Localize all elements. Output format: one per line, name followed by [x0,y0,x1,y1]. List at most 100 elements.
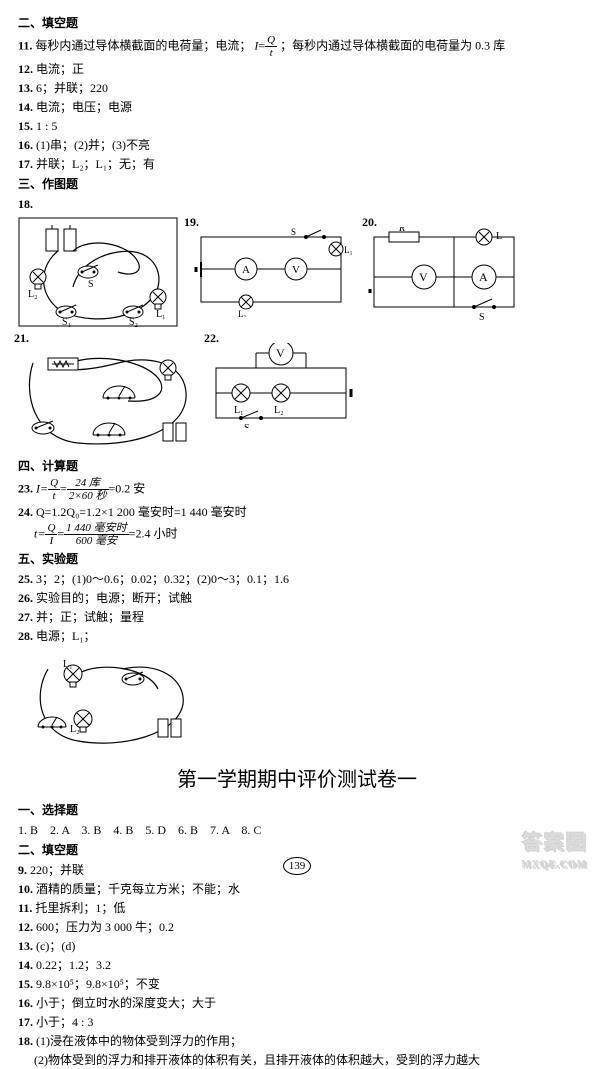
b18-num: 18. [18,1034,33,1048]
q12-text: 电流；正 [36,62,84,76]
b16-text: 小于；倒立时水的深度变大；大于 [36,996,216,1010]
svg-text:V: V [292,264,300,276]
fig-19: 19. S L₁ A V L₂ [186,217,356,317]
q17-text: 并联；L₂；L₁；无；有 [36,157,155,171]
b13-num: 13. [18,939,33,953]
q16: 16. (1)串；(2)并；(3)不亮 [18,136,576,154]
q25-num: 25. [18,572,33,586]
fig-18: S S₁ S₂ L₂ L₁ [18,217,178,327]
q12-num: 12. [18,62,33,76]
page-number: 139 [283,857,311,875]
svg-text:V: V [419,270,428,284]
fig-22: 22. V L₁ L₂ S [206,331,356,428]
midterm-title: 第一学期期中评价测试卷一 [18,765,576,795]
svg-text:L₂: L₂ [28,289,38,300]
b12-text: 600；压力为 3 000 牛；0.2 [36,920,174,934]
q15-text: 1 : 5 [36,119,57,133]
b14-text: 0.22；1.2；3.2 [36,958,111,972]
q15: 15. 1 : 5 [18,117,576,135]
q25-text: 3；2；(1)0～0.6；0.02；0.32；(2)0～3；0.1；1.6 [36,572,289,586]
b14: 14. 0.22；1.2；3.2 [18,956,576,974]
q19-num: 19. [184,213,199,231]
svg-text:S: S [88,279,94,290]
q14-num: 14. [18,100,33,114]
b18-line1: (1)浸在液体中的物体受到浮力的作用； [36,1034,242,1048]
q18-num: 18. [18,197,33,211]
svg-text:S₁: S₁ [62,317,71,327]
svg-text:S: S [291,227,296,237]
b13-text: (c)；(d) [36,939,75,953]
q11-var: I [254,38,258,52]
b17: 17. 小于；4 : 3 [18,1013,576,1031]
q21-num: 21. [14,329,29,347]
b14-num: 14. [18,958,33,972]
q23-texta: I= [36,482,48,496]
q23-num: 23. [18,482,33,496]
b12-num: 12. [18,920,33,934]
q17-num: 17. [18,157,33,171]
q12: 12. 电流；正 [18,60,576,78]
svg-text:L: L [496,231,502,242]
q13-num: 13. [18,81,33,95]
q28-num: 28. [18,629,33,643]
q20-num: 20. [362,213,377,231]
q27: 27. 并；正；试触；量程 [18,608,576,626]
svg-text:A: A [479,270,488,284]
section-drawing-header: 三、作图题 [18,175,576,193]
b15-text: 9.8×10⁵；9.8×10⁵；不变 [36,977,160,991]
b18-l1: 18. (1)浸在液体中的物体受到浮力的作用； [18,1032,576,1050]
q24-num: 24. [18,505,33,519]
b11: 11. 托里拆利；1；低 [18,899,576,917]
q17: 17. 并联；L₂；L₁；无；有 [18,155,576,173]
q25: 25. 3；2；(1)0～0.6；0.02；0.32；(2)0～3；0.1；1.… [18,570,576,588]
b11-text: 托里拆利；1；低 [35,901,125,915]
b18-l2: (2)物体受到的浮力和排开液体的体积有关，且排开液体的体积越大，受到的浮力越大 [18,1051,576,1069]
q16-num: 16. [18,138,33,152]
b17-num: 17. [18,1015,33,1029]
q14-text: 电流；电压；电源 [36,100,132,114]
svg-text:L₁: L₁ [234,405,244,416]
section-calc-header: 四、计算题 [18,457,576,475]
b13: 13. (c)；(d) [18,937,576,955]
watermark-domain: MXQE.COM [522,858,588,873]
q27-text: 并；正；试触；量程 [36,610,144,624]
q11-text-b: ；每秒内通过导体横截面的电荷量为 0.3 库 [280,38,505,52]
section-fill-blanks-header: 二、填空题 [18,14,576,32]
b15: 15. 9.8×10⁵；9.8×10⁵；不变 [18,975,576,993]
section-exp-header: 五、实验题 [18,550,576,568]
fig-28: L₁ L₂ [28,649,576,749]
q16-text: (1)串；(2)并；(3)不亮 [36,138,150,152]
svg-text:L₂: L₂ [70,724,80,735]
svg-text:S₂: S₂ [129,317,138,327]
q22-num: 22. [204,329,219,347]
q11: 11. 每秒内通过导体横截面的电荷量；电流； I=Qt ；每秒内通过导体横截面的… [18,34,576,59]
svg-text:R: R [398,227,405,234]
b15-num: 15. [18,977,33,991]
svg-text:L₁: L₁ [63,659,73,670]
svg-text:L₁: L₁ [344,245,353,255]
q13-text: 6；并联；220 [36,81,108,95]
q24-l2b: =2.4 小时 [129,527,178,541]
q26: 26. 实验目的；电源；断开；试触 [18,589,576,607]
q23: 23. I=Qt=24 库2×60 秒=0.2 安 [18,477,576,502]
q24-l2a: t= [34,527,45,541]
q26-text: 实验目的；电源；断开；试触 [36,591,192,605]
q15-num: 15. [18,119,33,133]
b16: 16. 小于；倒立时水的深度变大；大于 [18,994,576,1012]
svg-text:L₂: L₂ [274,405,284,416]
fig-21: 21. [18,331,198,453]
b11-num: 11. [18,901,32,915]
b16-num: 16. [18,996,33,1010]
svg-text:S: S [244,423,250,428]
section-fill2-header: 二、填空题 [18,841,576,859]
q13: 13. 6；并联；220 [18,79,576,97]
b12: 12. 600；压力为 3 000 牛；0.2 [18,918,576,936]
svg-text:L₁: L₁ [156,309,166,320]
svg-text:S: S [479,312,485,322]
svg-text:A: A [242,264,250,276]
svg-text:L₂: L₂ [238,309,247,317]
q11-num: 11. [18,38,32,52]
q24-line1: Q=1.2Q₀=1.2×1 200 毫安时=1 440 毫安时 [36,505,247,519]
q28: 28. 电源；L₁； [18,627,576,645]
q26-num: 26. [18,591,33,605]
